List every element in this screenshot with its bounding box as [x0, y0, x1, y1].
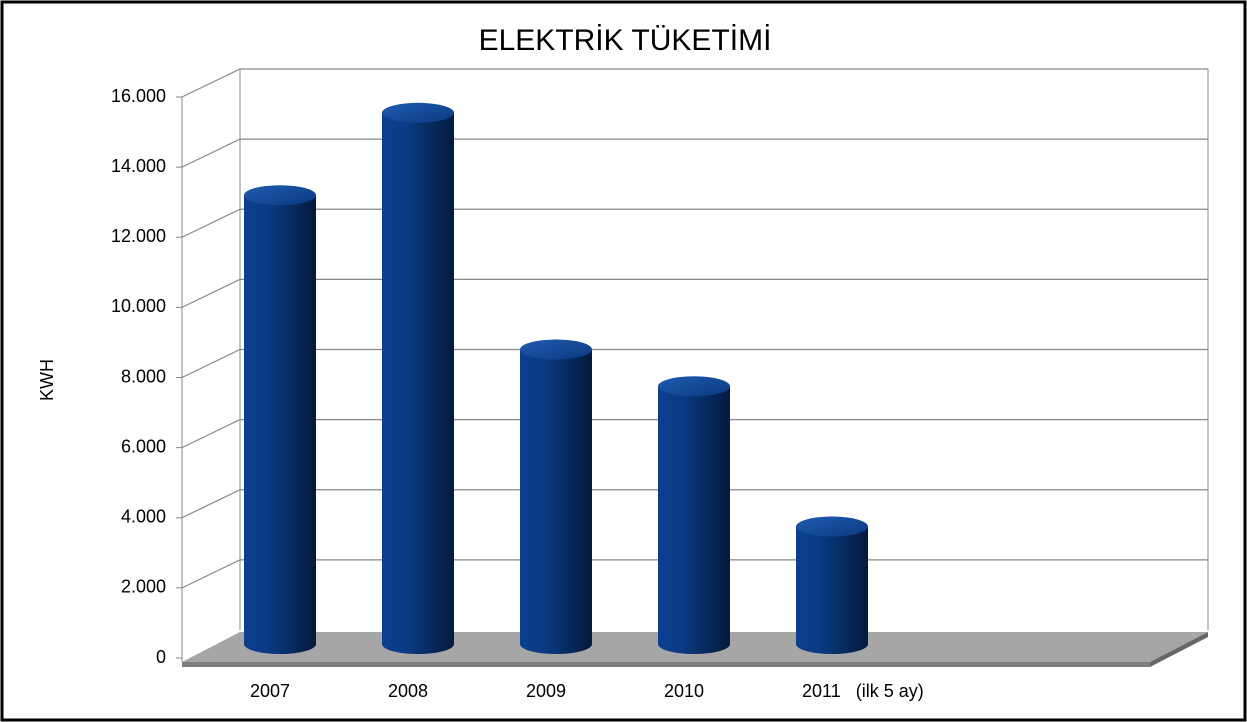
bar-body [244, 195, 316, 654]
chart-title: ELEKTRİK TÜKETİMİ [479, 24, 772, 57]
y-tick-label: 0 [156, 647, 166, 667]
y-tick-label: 8.000 [121, 366, 166, 386]
bar-top [520, 339, 592, 360]
bar-body [520, 349, 592, 654]
y-axis-label: KWH [37, 359, 57, 401]
floor-edge [182, 662, 1150, 667]
x-tick-label: 2008 [388, 681, 428, 701]
bar-top [796, 516, 868, 537]
floor-side [1150, 632, 1208, 667]
bar-top [658, 376, 730, 397]
y-tick-label: 4.000 [121, 507, 166, 527]
x-tick-label: 2007 [250, 681, 290, 701]
bar-body [796, 526, 868, 654]
bar-body [382, 112, 454, 655]
bar [796, 516, 868, 654]
bar-top [244, 185, 316, 206]
y-tick-label: 10.000 [111, 296, 166, 316]
bar [520, 339, 592, 654]
y-tick-label: 12.000 [111, 226, 166, 246]
bar-body [658, 386, 730, 654]
y-tick-label: 2.000 [121, 577, 166, 597]
bar [382, 102, 454, 655]
y-tick-label: 6.000 [121, 436, 166, 456]
x-tick-label: 2010 [664, 681, 704, 701]
y-tick-label: 14.000 [111, 156, 166, 176]
bar [244, 185, 316, 654]
y-tick-label: 16.000 [111, 86, 166, 106]
bar-top [382, 102, 454, 123]
x-tick-label: 2011 (ilk 5 ay) [802, 681, 924, 701]
bar [658, 376, 730, 654]
x-tick-label: 2009 [526, 681, 566, 701]
